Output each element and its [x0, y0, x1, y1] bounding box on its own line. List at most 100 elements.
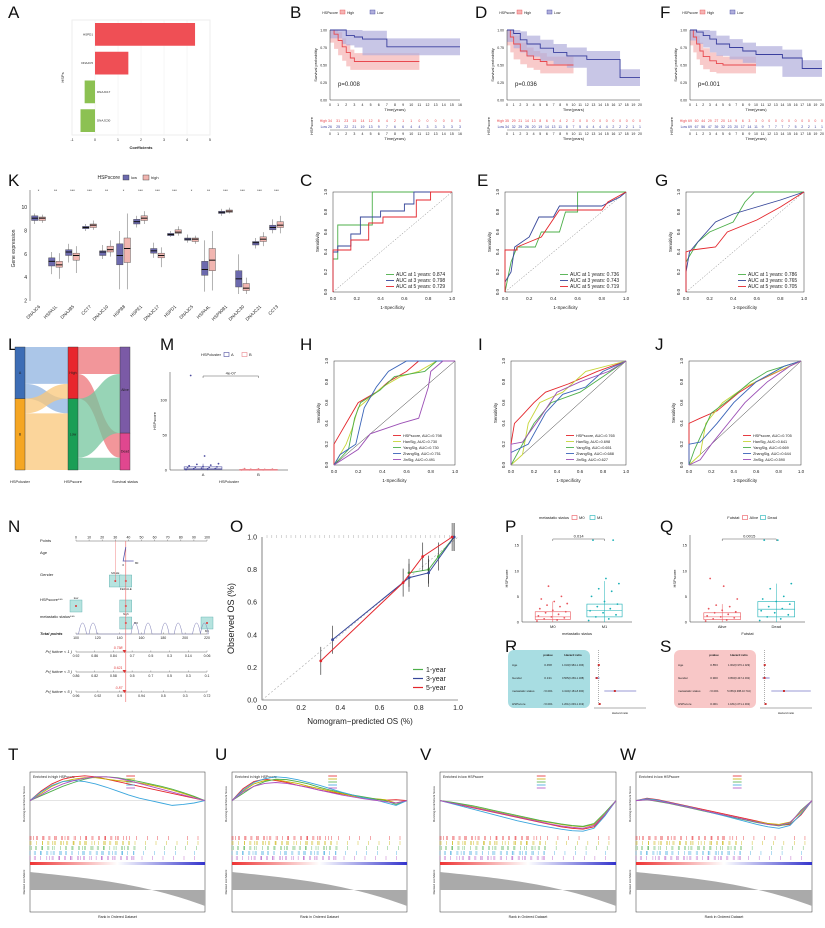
tick-label: 50: [140, 536, 144, 540]
enrichment-curve-0: [439, 800, 617, 830]
x-tick-label: 11: [418, 132, 422, 136]
y-tick-label: 0.8: [323, 208, 328, 215]
risk-count: 20: [721, 119, 725, 123]
probability-value: 0.621: [114, 666, 123, 670]
legend-swatch: [571, 515, 578, 520]
calibration-point: [427, 571, 430, 575]
tick-label: 20: [100, 536, 104, 540]
x-tick-label: 18: [807, 103, 811, 107]
x-axis-label: Time(years): [745, 107, 767, 112]
plot-frame: [688, 360, 802, 466]
data-point: [587, 619, 590, 622]
node-B: [14, 398, 26, 471]
panel-label-V: V: [420, 745, 432, 764]
plot-frame: [510, 360, 627, 466]
y-tick-label: 1.0: [501, 357, 506, 364]
bar-label: HSPD1: [83, 32, 93, 36]
level-label: M1: [205, 629, 209, 633]
level-label: M0: [134, 621, 138, 625]
x-tick-label: 0.2: [526, 296, 533, 301]
x-axis-label: Time(years): [384, 107, 406, 112]
data-point: [713, 611, 716, 614]
y-tick-label: 0.6: [323, 228, 328, 235]
panel-M: HSPcluster A B 0 50 100 HSPscore HSPcluster A B 4e…: [152, 352, 288, 484]
flow-High-Alive: [78, 347, 120, 375]
y-tick-label: 6: [24, 252, 27, 258]
panel-O: 0.00.0 0.2 0.2 0.4 0.4 0.6 0.6 0.8 0.8 1.0 1.0 Nomo…: [226, 523, 463, 726]
data-point: [537, 614, 540, 617]
box-low-DNAJC21: [252, 241, 260, 246]
panel-E: 0.00.0 0.2 0.2 0.4 0.4 0.6 0.6 0.8 0.8 1.0 1.0 1-Sp…: [487, 188, 630, 310]
y-tick-label: 0.8: [324, 378, 329, 385]
y-tick-label: 1.00: [497, 29, 504, 33]
reference-diagonal: [332, 191, 453, 293]
data-point: [767, 605, 770, 608]
x-tick-label: 0.2: [706, 296, 713, 301]
x-tick-label: 0.0: [330, 296, 337, 301]
axes: [506, 30, 640, 101]
data-point: [257, 468, 260, 470]
significance-marker: **: [105, 188, 109, 193]
legend-label: ZhangSig, AUC=0.644: [753, 452, 791, 456]
risk-count: 6: [394, 125, 396, 129]
enrichment-curve-1: [439, 800, 617, 828]
x-tick-label: 20: [638, 132, 642, 136]
x-tick-label: HSPA4L: [196, 304, 212, 320]
roc-curve-3: [333, 360, 455, 466]
x-axis-label: Rank in Ordered Dataset: [98, 915, 137, 919]
x-axis-label: HSPcluster: [219, 479, 240, 484]
panel-label-S: S: [660, 637, 671, 656]
data-point: [200, 467, 203, 470]
legend-label: AUC at 1 years: 0.736: [570, 272, 619, 278]
tick-label: 0.5: [148, 654, 153, 658]
roc-curve-0: [333, 360, 455, 465]
legend-label: JinSig, AUC=0.590: [753, 458, 785, 462]
x-tick-label: 14: [598, 103, 602, 107]
x-tick-label: 19: [631, 132, 635, 136]
column-header: Hazard ratio: [564, 653, 582, 657]
reference-diagonal: [333, 360, 456, 466]
y-tick-label: 0.8: [676, 208, 681, 215]
panel-label-T: T: [8, 745, 18, 764]
tick-label: 0.94: [138, 694, 145, 698]
y-tick-label: 0.4: [679, 420, 684, 427]
estimate-marker: [613, 690, 616, 692]
enrichment-curve-3: [635, 798, 813, 829]
x-tick-label: 5: [370, 132, 372, 136]
significance-marker: **: [54, 188, 58, 193]
tick-label: 160: [139, 636, 145, 640]
roc-curve-0: [510, 360, 627, 465]
data-point: [553, 600, 556, 603]
plot-frame: [504, 191, 627, 293]
x-tick-label: 9: [566, 132, 568, 136]
y-axis-label: Survival probability: [490, 48, 495, 82]
x-tick-label: 14: [780, 103, 784, 107]
legend-label: M1: [597, 515, 603, 520]
x-tick-label: HSPA1L: [43, 304, 59, 320]
panel-label-J: J: [655, 335, 664, 354]
y-tick-label: 0.8: [501, 378, 506, 385]
legend-label: YangSig, AUC=0.669: [753, 446, 789, 450]
flow-Low-Dead: [78, 457, 120, 470]
data-point: [240, 469, 243, 471]
risk-count: 0: [814, 119, 816, 123]
p-value: <0.001: [543, 702, 553, 706]
data-point: [186, 467, 189, 469]
axes: [689, 30, 822, 101]
risk-count: 0: [579, 119, 581, 123]
estimate-marker: [598, 703, 601, 705]
x-tick-label: 6: [546, 103, 548, 107]
x-tick-label: 3: [353, 132, 355, 136]
data-point: [564, 610, 567, 613]
roc-curve-2: [688, 360, 802, 466]
significance-marker: ***: [172, 188, 177, 193]
risk-count: 29: [512, 119, 516, 123]
axis-label: HSPscore: [64, 479, 83, 484]
y-axis-label: Running Enrichment Score: [628, 786, 632, 822]
data-point: [547, 585, 550, 588]
enrichment-curve-2: [231, 778, 408, 805]
risk-count: 0: [606, 119, 608, 123]
x-tick-label: 10: [409, 103, 413, 107]
data-point: [540, 598, 543, 600]
x-tick-label: 11: [578, 132, 582, 136]
